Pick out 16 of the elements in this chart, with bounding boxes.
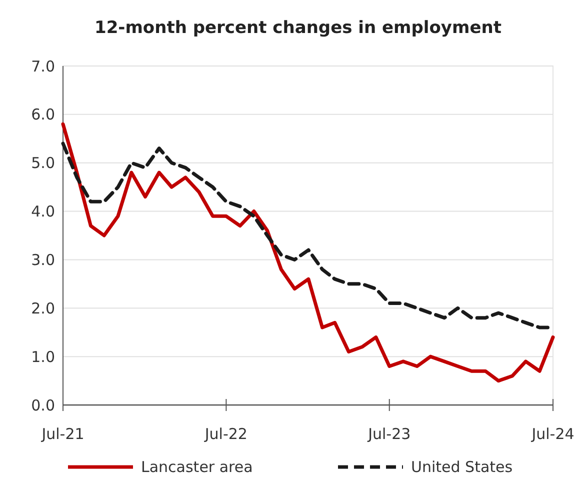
legend-label: Lancaster area xyxy=(141,458,253,476)
chart-title: 12-month percent changes in employment xyxy=(94,18,502,38)
y-tick-label: 4.0 xyxy=(31,202,55,221)
y-tick-label: 5.0 xyxy=(31,154,55,172)
y-tick-label: 7.0 xyxy=(31,57,55,76)
y-tick-label: 3.0 xyxy=(31,250,55,269)
legend-label: United States xyxy=(411,458,513,476)
line-series xyxy=(61,122,555,383)
x-tick-label: Jul-22 xyxy=(204,425,248,443)
y-tick-label: 2.0 xyxy=(31,299,55,318)
y-tick-label: 0.0 xyxy=(31,396,55,414)
x-tick-label: Jul-23 xyxy=(367,425,411,443)
y-tick-label: 1.0 xyxy=(31,348,55,366)
x-tick-label: Jul-21 xyxy=(40,425,84,443)
y-tick-label: 6.0 xyxy=(31,106,55,124)
x-tick-label: Jul-24 xyxy=(530,425,574,443)
